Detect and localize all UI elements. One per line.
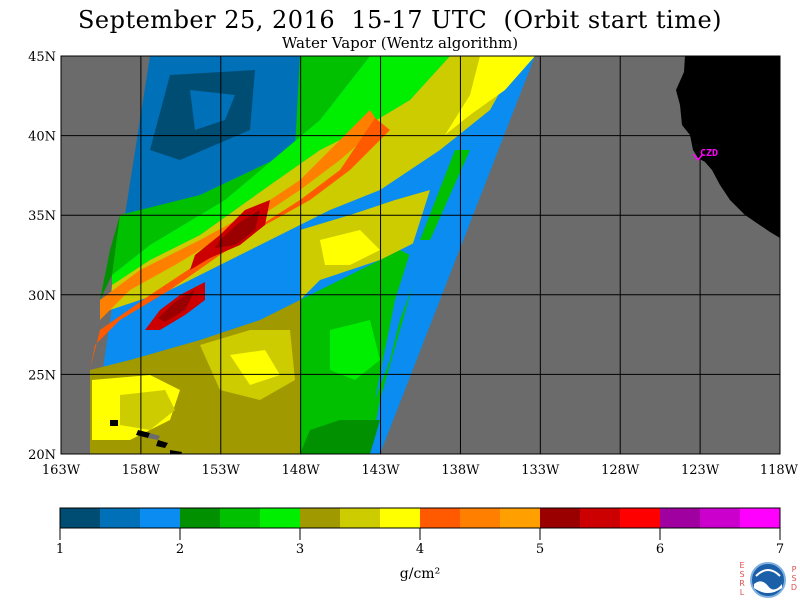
latitude-labels: 45N 40N 35N 30N 25N 20N <box>28 50 56 463</box>
colorbar-swatch <box>580 508 621 528</box>
satellite-swath <box>90 56 535 454</box>
colorbar-tick-label: 1 <box>56 542 64 557</box>
logo-letter: D <box>791 583 797 592</box>
colorbar-tick-label: 6 <box>656 542 664 557</box>
colorbar-swatch <box>300 508 341 528</box>
logo-letter: L <box>740 588 745 597</box>
lon-tick-label: 118W <box>760 463 799 478</box>
colorbar-tick-label: 4 <box>416 542 424 557</box>
logo-letter: S <box>739 570 744 579</box>
colorbar-swatch <box>340 508 381 528</box>
logo-letter: P <box>792 565 797 574</box>
colorbar-swatch <box>740 508 781 528</box>
map-grid <box>61 56 780 454</box>
lat-tick-label: 40N <box>28 130 56 145</box>
colorbar-swatch <box>500 508 541 528</box>
colorbar-swatch <box>140 508 181 528</box>
colorbar-swatch <box>100 508 141 528</box>
lon-tick-label: 123W <box>681 463 720 478</box>
lon-tick-label: 158W <box>122 463 161 478</box>
lon-tick-label: 153W <box>202 463 241 478</box>
logo-letter: R <box>739 579 745 588</box>
colorbar-tick-label: 2 <box>176 542 184 557</box>
lat-tick-label: 45N <box>28 50 56 65</box>
lon-tick-label: 163W <box>42 463 81 478</box>
colorbar-tick-label: 5 <box>536 542 544 557</box>
colorbar-swatch <box>460 508 501 528</box>
colorbar-tick-label: 7 <box>776 542 784 557</box>
lon-tick-label: 128W <box>601 463 640 478</box>
colorbar-swatch <box>420 508 461 528</box>
colorbar-swatch <box>220 508 261 528</box>
plot-border <box>60 55 781 455</box>
colorbar-unit: g/cm² <box>400 566 440 582</box>
lon-tick-label: 143W <box>361 463 400 478</box>
lat-tick-label: 35N <box>28 209 56 224</box>
station-label: CZD <box>700 148 718 159</box>
colorbar-tick-label: 3 <box>296 542 304 557</box>
lon-tick-label: 148W <box>282 463 321 478</box>
colorbar-swatch <box>180 508 221 528</box>
lat-tick-label: 25N <box>28 368 56 383</box>
colorbar-swatch <box>700 508 741 528</box>
colorbar <box>59 507 781 540</box>
longitude-labels: 163W 158W 153W 148W 143W 138W 133W 128W 123W 118W <box>42 463 799 478</box>
station-marker: CZD <box>692 148 718 162</box>
colorbar-swatch <box>620 508 661 528</box>
logo-letter: E <box>739 561 744 570</box>
logo-letter: S <box>791 574 796 583</box>
colorbar-swatch <box>380 508 421 528</box>
lat-tick-label: 30N <box>28 289 56 304</box>
noaa-logo-icon <box>750 562 786 598</box>
colorbar-tick-labels: 1 2 3 4 5 6 7 <box>56 542 784 557</box>
map-title: September 25, 2016 15-17 UTC (Orbit star… <box>77 6 723 34</box>
logo-right-letters: PSD <box>791 565 797 592</box>
colorbar-swatch <box>540 508 581 528</box>
lat-tick-label: 20N <box>28 448 56 463</box>
land-mass <box>676 56 780 238</box>
colorbar-swatch <box>660 508 701 528</box>
colorbar-swatch <box>260 508 301 528</box>
lon-tick-label: 133W <box>521 463 560 478</box>
colorbar-swatch <box>60 508 101 528</box>
map-subtitle: Water Vapor (Wentz algorithm) <box>281 34 519 52</box>
lon-tick-label: 138W <box>441 463 480 478</box>
